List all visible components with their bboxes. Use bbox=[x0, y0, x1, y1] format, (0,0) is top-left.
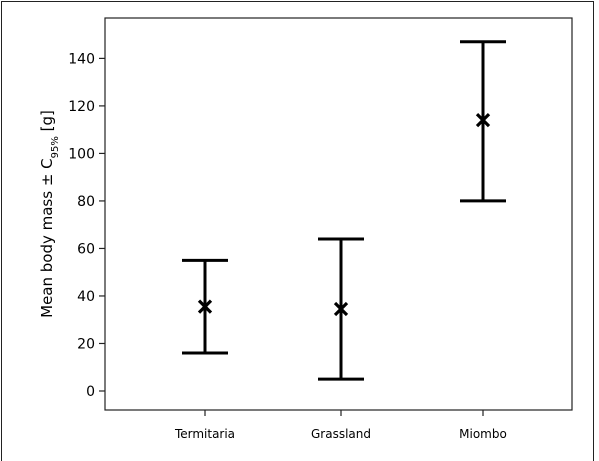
y-axis-title-unit: [g] bbox=[38, 110, 56, 136]
y-axis: 0 20 40 60 80 100 120 140 bbox=[68, 51, 105, 400]
x-tick-label-termitaria: Termitaria bbox=[174, 427, 235, 441]
mean-marker-stroke-b-termitaria bbox=[197, 299, 213, 314]
mean-marker-termitaria bbox=[197, 299, 213, 314]
y-tick-label-100: 100 bbox=[68, 146, 95, 162]
y-axis-title-sub: 95% bbox=[50, 136, 61, 158]
y-tick-label-80: 80 bbox=[77, 194, 95, 210]
mean-marker-stroke-b-grassland bbox=[333, 301, 349, 317]
y-axis-title: Mean body mass ± C95% [g] bbox=[38, 110, 61, 318]
errorbar-termitaria bbox=[182, 258, 228, 355]
x-tick-label-grassland: Grassland bbox=[311, 427, 371, 441]
y-tick-label-40: 40 bbox=[77, 289, 95, 305]
errorbar-grassland bbox=[318, 237, 364, 381]
x-tick-label-miombo: Miombo bbox=[459, 427, 507, 441]
y-tick-label-0: 0 bbox=[86, 384, 95, 400]
y-tick-label-140: 140 bbox=[68, 51, 95, 67]
mean-marker-miombo bbox=[475, 113, 491, 128]
mean-marker-grassland bbox=[333, 301, 349, 317]
y-tick-label-20: 20 bbox=[77, 336, 95, 352]
y-axis-title-main: Mean body mass ± C bbox=[38, 158, 56, 318]
x-axis: Termitaria Grassland Miombo bbox=[174, 410, 507, 441]
plot-area bbox=[104, 17, 573, 411]
data-marks bbox=[182, 40, 506, 381]
y-tick-label-60: 60 bbox=[77, 241, 95, 257]
mean-marker-stroke-b-miombo bbox=[475, 113, 491, 128]
y-tick-label-120: 120 bbox=[68, 99, 95, 115]
errorbar-miombo bbox=[460, 40, 506, 203]
